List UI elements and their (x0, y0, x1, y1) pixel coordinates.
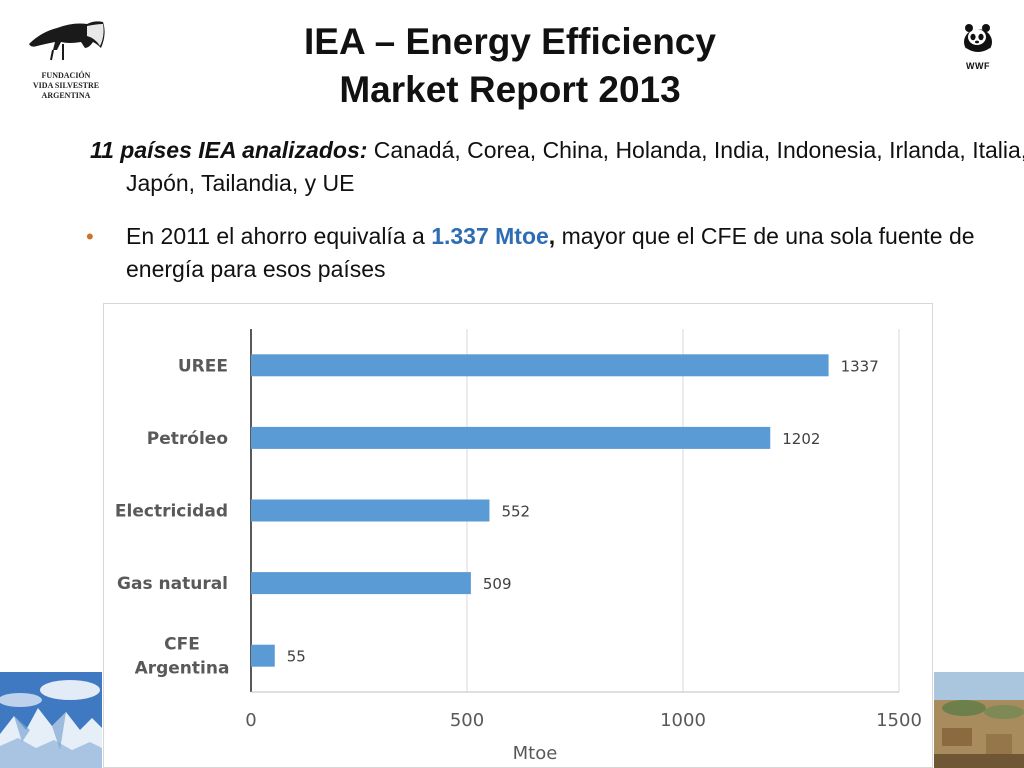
bullet-dot: • (86, 224, 94, 249)
savings-bullet: • En 2011 el ahorro equivalía a 1.337 Mto… (86, 220, 1024, 286)
wwf-logo: WWF (956, 22, 1000, 71)
savings-highlight: 1.337 Mtoe (431, 223, 549, 249)
bar (251, 644, 275, 667)
bar-chart: 0 500 1000 1500 1337 UREE 1202 Petróleo 552 Elect… (115, 329, 922, 764)
wwf-text: WWF (966, 61, 990, 71)
data-label: 1337 (841, 357, 879, 375)
data-label: 1202 (782, 430, 820, 448)
savings-prefix: En 2011 el ahorro equivalía a (126, 223, 432, 249)
bar (251, 572, 471, 595)
glacier-photo (0, 672, 102, 768)
x-axis-title: Mtoe (513, 743, 558, 764)
category-label: Gas natural (117, 574, 228, 594)
savings-suffix: mayor que el CFE de una sola fuente de e… (126, 223, 975, 282)
x-tick-label: 1500 (876, 710, 922, 731)
rural-photo (934, 672, 1024, 768)
data-label: 552 (501, 503, 530, 521)
chart-frame: 0 500 1000 1500 1337 UREE 1202 Petróleo 552 Elect… (103, 303, 933, 768)
anteater-logo-icon (29, 21, 105, 61)
data-label: 55 (287, 648, 306, 666)
x-tick-label: 500 (450, 710, 484, 731)
bar (251, 354, 829, 377)
logo-line-3: ARGENTINA (41, 91, 91, 100)
countries-lead: 11 países IEA analizados: (90, 137, 368, 163)
panda-logo-icon (964, 24, 992, 55)
slide-title: IEA – Energy Efficiency Market Report 20… (150, 18, 870, 114)
savings-comma: , (548, 223, 556, 249)
title-line-2: Market Report 2013 (339, 69, 681, 110)
title-line-1: IEA – Energy Efficiency (304, 21, 716, 62)
category-label: UREE (178, 356, 228, 376)
bar (251, 499, 490, 522)
data-label: 509 (483, 575, 512, 593)
fundacion-vida-silvestre-logo: FUNDACIÓN VIDA SILVESTRE ARGENTINA (20, 14, 112, 101)
bar (251, 426, 771, 449)
x-tick-label: 0 (245, 710, 256, 731)
category-label: Petróleo (147, 429, 228, 449)
countries-paragraph: 11 países IEA analizados: Canadá, Corea,… (90, 134, 1024, 200)
logo-line-1: FUNDACIÓN (41, 71, 91, 80)
x-tick-label: 1000 (660, 710, 706, 731)
category-label: Electricidad (115, 502, 228, 522)
countries-list: Canadá, Corea, China, Holanda, India, In… (126, 137, 1024, 196)
logo-line-2: VIDA SILVESTRE (32, 81, 100, 90)
category-label: CFE Argentina (135, 635, 230, 679)
